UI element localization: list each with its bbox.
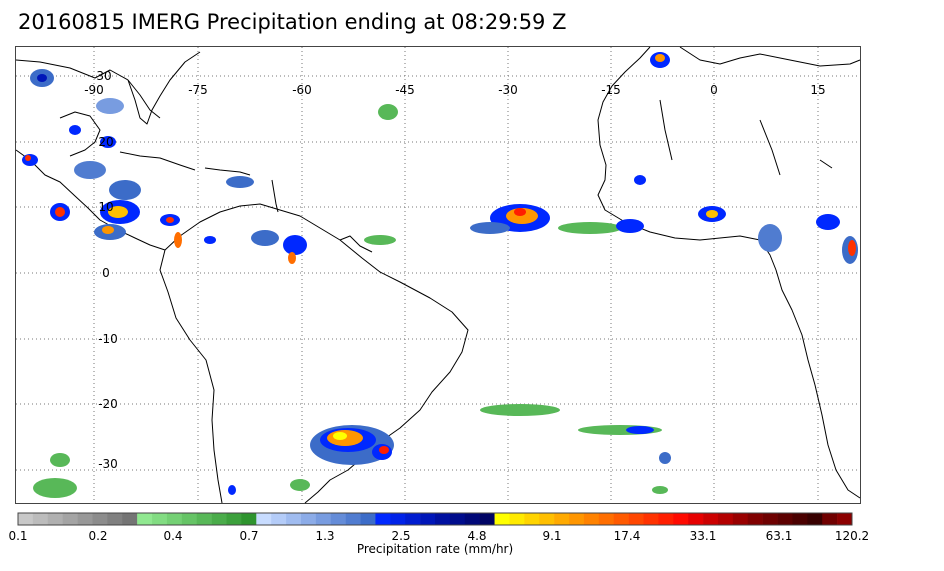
colorbar-swatch	[479, 513, 495, 525]
coastlines	[15, 46, 861, 504]
colorbar-swatch	[703, 513, 719, 525]
colorbar-swatch	[673, 513, 689, 525]
colorbar-swatch	[77, 513, 93, 525]
colorbar-swatch	[122, 513, 138, 525]
lat-label: 30	[96, 69, 111, 83]
colorbar-swatch	[152, 513, 168, 525]
colorbar-swatch	[777, 513, 793, 525]
lat-label: 20	[98, 135, 113, 149]
colorbar-swatch	[524, 513, 540, 525]
graticule	[16, 47, 860, 503]
colorbar-swatch	[747, 513, 763, 525]
colorbar-swatch	[107, 513, 123, 525]
colorbar-tick: 0.1	[8, 529, 28, 543]
colorbar-title: Precipitation rate (mm/hr)	[356, 542, 514, 556]
colorbar-swatch	[241, 513, 257, 525]
lon-label: -45	[395, 83, 415, 97]
colorbar-tick: 2.5	[391, 529, 411, 543]
colorbar-swatch	[420, 513, 436, 525]
colorbar-swatch	[449, 513, 466, 525]
lon-label: 0	[710, 83, 718, 97]
colorbar-tick: 17.4	[613, 529, 641, 543]
colorbar-swatch	[807, 513, 823, 525]
colorbar-swatch	[658, 513, 674, 525]
lat-label: -10	[98, 332, 118, 346]
colorbar-swatch	[494, 513, 510, 525]
colorbar-border	[17, 512, 853, 526]
colorbar-swatch	[732, 513, 749, 525]
colorbar-tick: 63.1	[765, 529, 793, 543]
colorbar-swatch	[345, 513, 361, 525]
latitude-labels: 30 20 10 0 -10 -20 -30	[96, 69, 117, 471]
colorbar-swatch	[92, 513, 108, 525]
colorbar-swatch	[688, 513, 704, 525]
colorbar-swatch	[166, 513, 183, 525]
colorbar-swatch	[435, 513, 451, 525]
colorbar-swatch	[286, 513, 302, 525]
colorbar-swatch	[539, 513, 555, 525]
colorbar-swatch	[196, 513, 212, 525]
colorbar-swatch	[390, 513, 406, 525]
colorbar-swatch	[628, 513, 644, 525]
colorbar-swatch	[613, 513, 629, 525]
colorbar-swatch	[300, 513, 317, 525]
colorbar-swatch	[18, 513, 34, 525]
lon-label: -90	[84, 83, 104, 97]
colorbar-swatch	[360, 513, 376, 525]
colorbar-tick: 4.8	[467, 529, 487, 543]
colorbar-swatch	[330, 513, 346, 525]
lon-label: 15	[810, 83, 825, 97]
map-frame	[15, 46, 861, 504]
colorbar-swatch	[792, 513, 808, 525]
colorbar-swatch	[62, 513, 78, 525]
colorbar-tick: 9.1	[542, 529, 562, 543]
colorbar-swatch	[375, 513, 391, 525]
lat-label: 0	[102, 266, 110, 280]
precipitation-cells	[22, 52, 858, 498]
colorbar-tick: 0.4	[163, 529, 183, 543]
colorbar-swatch	[583, 513, 600, 525]
colorbar-swatch	[464, 513, 480, 525]
lat-label: 10	[98, 200, 113, 214]
colorbar-swatch	[32, 513, 49, 525]
colorbar-swatch	[554, 513, 570, 525]
colorbar-tick: 1.3	[315, 529, 335, 543]
colorbar-swatch	[47, 513, 63, 525]
colorbar-swatch	[315, 513, 332, 525]
lat-label: -20	[98, 397, 118, 411]
colorbar-tick: 120.2	[834, 529, 870, 543]
colorbar-swatch	[717, 513, 734, 525]
colorbar	[17, 512, 853, 526]
colorbar-swatch	[405, 513, 421, 525]
colorbar-swatch	[762, 513, 778, 525]
colorbar-swatch	[509, 513, 525, 525]
colorbar-swatch	[271, 513, 287, 525]
lon-label: -15	[601, 83, 621, 97]
colorbar-swatch	[643, 513, 659, 525]
colorbar-swatch	[181, 513, 198, 525]
colorbar-swatch	[256, 513, 272, 525]
lon-label: -30	[498, 83, 518, 97]
map-title: 20160815 IMERG Precipitation ending at 0…	[18, 10, 567, 34]
colorbar-tick: 0.2	[88, 529, 108, 543]
colorbar-tick-labels: 0.1 0.2 0.4 0.7 1.3 2.5 4.8 9.1 17.4 33.…	[0, 529, 944, 543]
colorbar-swatch	[822, 513, 838, 525]
colorbar-swatch	[137, 513, 153, 525]
colorbar-swatch	[837, 513, 853, 525]
colorbar-swatch	[598, 513, 615, 525]
colorbar-swatch	[569, 513, 585, 525]
lon-label: -60	[292, 83, 312, 97]
longitude-labels: -90 -75 -60 -45 -30 -15 0 15	[84, 83, 825, 97]
colorbar-tick: 33.1	[689, 529, 717, 543]
colorbar-swatch	[211, 513, 227, 525]
lon-label: -75	[188, 83, 208, 97]
colorbar-swatch	[226, 513, 242, 525]
colorbar-tick: 0.7	[239, 529, 259, 543]
lat-label: -30	[98, 457, 118, 471]
